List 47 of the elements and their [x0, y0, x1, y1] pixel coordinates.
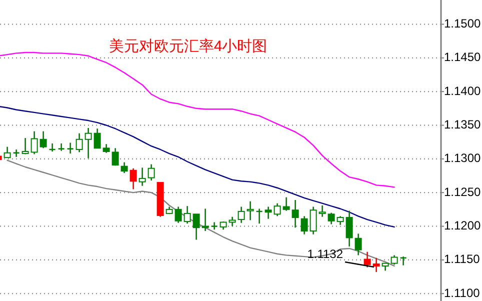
- candlestick: [310, 206, 317, 235]
- candlestick: [364, 251, 371, 268]
- candlestick: [40, 130, 47, 149]
- candlestick: [228, 216, 236, 227]
- candlestick: [94, 128, 101, 149]
- candlestick: [202, 208, 209, 232]
- candlestick: [300, 216, 308, 235]
- annotation: 1.1132: [307, 247, 344, 261]
- text: 美元对欧元汇率4小时图: [108, 38, 268, 55]
- candlestick: [148, 164, 155, 182]
- candlestick: [282, 196, 290, 212]
- candlestick: [390, 254, 398, 266]
- candlestick: [120, 162, 128, 174]
- candlestick: [184, 205, 191, 224]
- candlestick: [372, 257, 380, 273]
- candlestick: [66, 142, 74, 154]
- candlestick: [328, 212, 335, 225]
- candlestick: [274, 202, 281, 217]
- y-tick-label: 1.1250: [444, 184, 482, 199]
- candlestick: [346, 210, 353, 248]
- candlestick: [84, 127, 92, 159]
- y-tick-label: 1.1500: [444, 16, 482, 30]
- y-tick-label: 1.1350: [444, 117, 482, 132]
- candlestick: [264, 206, 272, 220]
- candlestick: [22, 137, 29, 155]
- candlestick: [138, 167, 146, 186]
- y-tick-label: 1.1200: [444, 218, 482, 232]
- y-tick-label: 1.1300: [444, 151, 482, 166]
- y-tick-label: 1.1100: [444, 286, 480, 300]
- candlestick: [354, 233, 362, 256]
- candlestick: [76, 132, 83, 153]
- candlestick: [4, 146, 11, 158]
- candlestick: [318, 204, 326, 218]
- candlestick: [238, 206, 245, 224]
- candlestick: [12, 148, 20, 158]
- candlestick: [174, 206, 182, 224]
- candlestick: [30, 130, 38, 155]
- y-tick-label: 1.1400: [444, 84, 482, 98]
- candlestick: [246, 200, 254, 221]
- candlestick: [210, 222, 218, 230]
- candlestick: [192, 213, 200, 240]
- candlestick: [292, 199, 299, 228]
- y-tick-label: 1.1150: [444, 252, 480, 266]
- candlestick: [58, 142, 65, 152]
- y-tick-label: 1.1450: [444, 50, 482, 64]
- candlestick: [130, 168, 137, 190]
- candlestick: [112, 147, 119, 166]
